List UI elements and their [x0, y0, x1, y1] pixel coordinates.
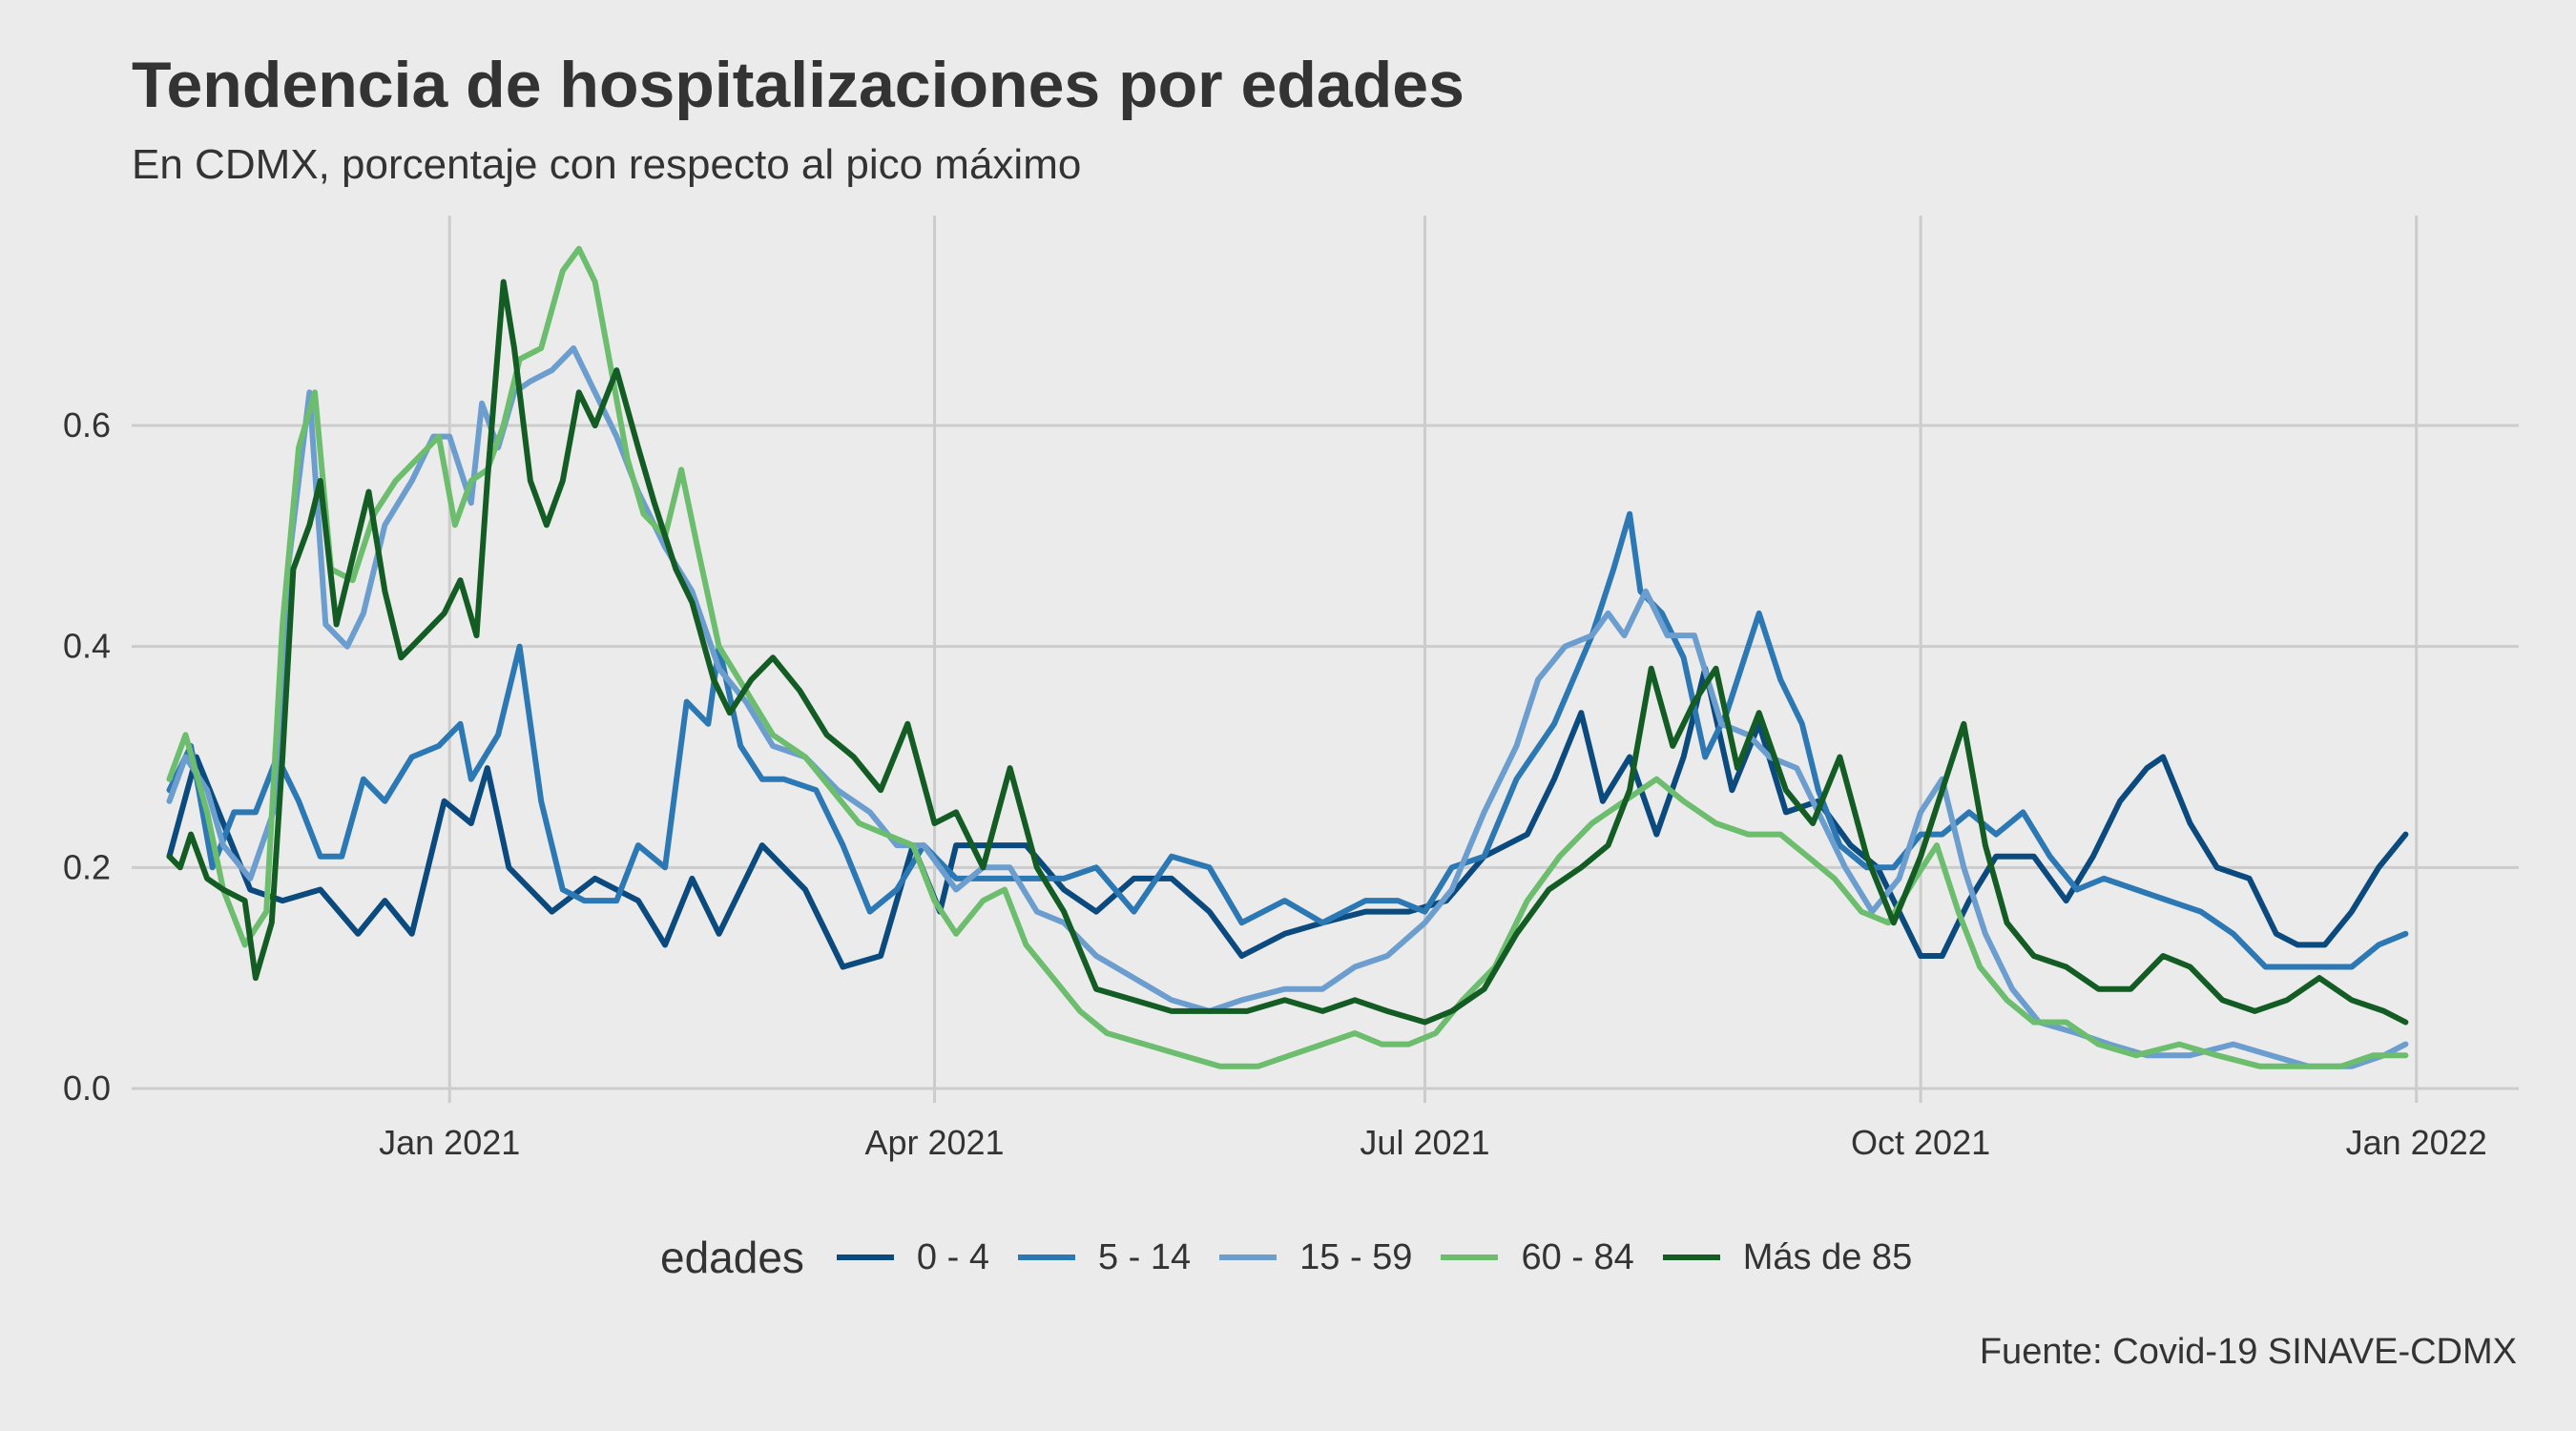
x-tick-label: Apr 2021	[864, 1123, 1004, 1162]
legend-label-60-84: 60 - 84	[1521, 1236, 1634, 1277]
legend-key-0-4	[836, 1255, 894, 1260]
series-lines	[166, 245, 2409, 1069]
legend-item-60-84: 60 - 84	[1441, 1236, 1634, 1278]
series-line-15-59	[166, 345, 2409, 1069]
legend: edades 0 - 4 5 - 14 15 - 59 60 - 84 Más …	[660, 1229, 1941, 1286]
legend-key-5-14	[1017, 1255, 1075, 1260]
x-tick-label: Oct 2021	[1851, 1123, 1990, 1162]
legend-item-0-4: 0 - 4	[836, 1236, 989, 1278]
tick-labels: 0.0 0.2 0.4 0.6 Jan 2021 Apr 2021 Jul 2021 Oct …	[63, 405, 2487, 1162]
x-tick-label: Jul 2021	[1360, 1123, 1489, 1162]
legend-key-15-59	[1219, 1255, 1278, 1260]
legend-key-mas-de-85	[1662, 1255, 1720, 1260]
legend-key-60-84	[1441, 1255, 1499, 1260]
legend-label-5-14: 5 - 14	[1097, 1236, 1192, 1277]
series-line-60-84	[166, 245, 2409, 1069]
y-tick-label: 0.4	[63, 627, 111, 666]
source-caption: Fuente: Covid-19 SINAVE-CDMX	[1979, 1332, 2517, 1372]
y-tick-label: 0.6	[63, 405, 111, 445]
series-line-0-4	[166, 665, 2409, 970]
series-line-5-14	[166, 510, 2409, 970]
legend-title: edades	[660, 1233, 804, 1282]
chart-title: Tendencia de hospitalizaciones por edade…	[132, 49, 1465, 121]
legend-label-15-59: 15 - 59	[1299, 1236, 1413, 1277]
legend-item-mas-de-85: Más de 85	[1662, 1236, 1913, 1278]
x-tick-label: Jan 2021	[379, 1123, 520, 1162]
chart-subtitle: En CDMX, porcentaje con respecto al pico…	[132, 141, 1082, 188]
legend-label-mas-de-85: Más de 85	[1742, 1236, 1913, 1277]
series-line-mas-de-85	[166, 279, 2409, 1026]
y-tick-label: 0.2	[63, 847, 111, 886]
legend-item-5-14: 5 - 14	[1017, 1236, 1192, 1278]
y-tick-label: 0.0	[63, 1068, 111, 1108]
plot-panel	[132, 216, 2519, 1103]
legend-item-15-59: 15 - 59	[1219, 1237, 1412, 1278]
legend-label-0-4: 0 - 4	[916, 1236, 989, 1277]
x-tick-label: Jan 2022	[2346, 1123, 2487, 1162]
